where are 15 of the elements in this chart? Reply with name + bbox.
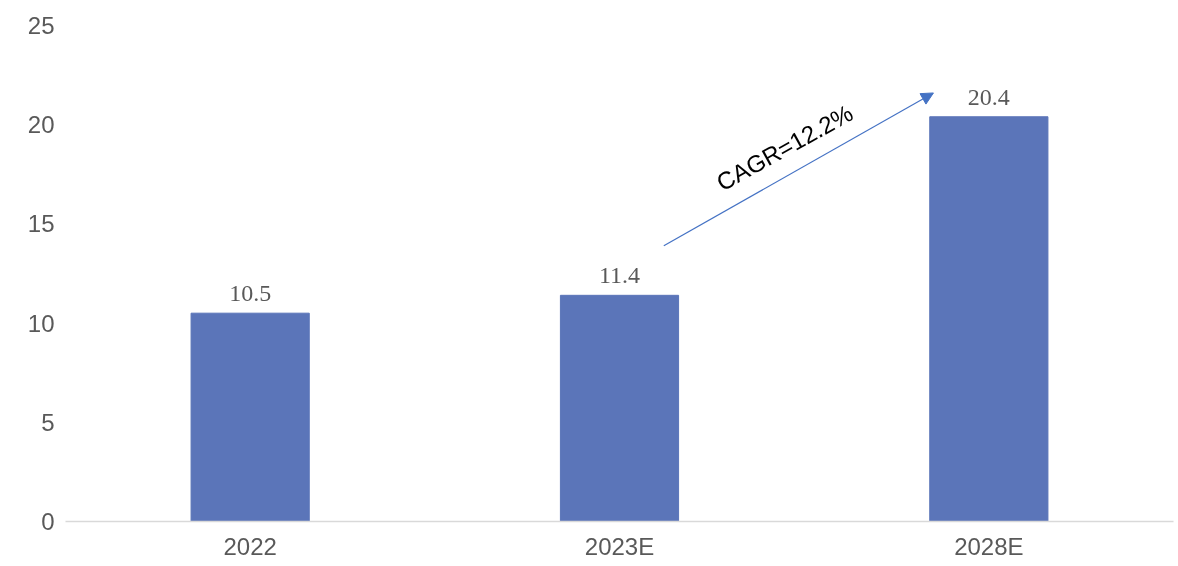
bar <box>190 312 310 522</box>
bar <box>929 116 1049 522</box>
bar <box>559 294 680 522</box>
y-tick-label: 0 <box>41 508 55 535</box>
data-label: 11.4 <box>598 262 641 289</box>
data-label: 20.4 <box>967 83 1010 110</box>
x-tick-label: 2028E <box>954 532 1024 560</box>
y-tick-label: 5 <box>41 408 55 436</box>
y-tick-label: 25 <box>27 12 55 39</box>
y-tick-label: 20 <box>27 111 55 139</box>
y-tick-label: 15 <box>27 210 55 238</box>
x-tick-label: 2022 <box>223 532 277 560</box>
data-label: 10.5 <box>229 280 272 307</box>
y-tick-label: 10 <box>27 309 55 337</box>
x-tick-label: 2023E <box>584 532 655 560</box>
